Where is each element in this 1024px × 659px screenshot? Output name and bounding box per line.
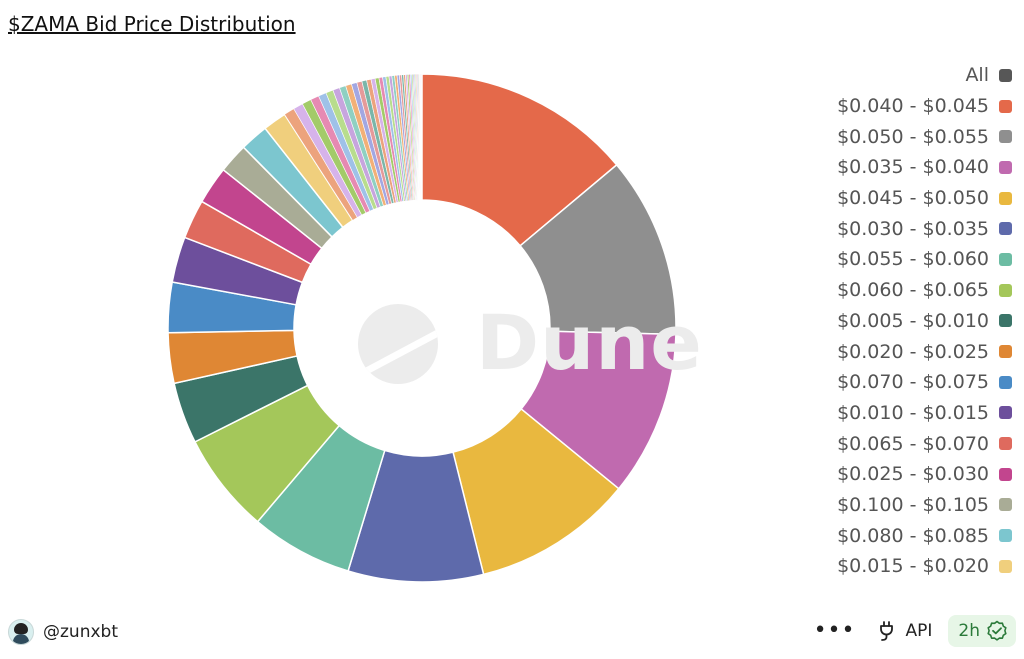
legend-swatch xyxy=(999,345,1012,359)
legend-item[interactable]: $0.065 - $0.070 xyxy=(772,428,1012,459)
legend-swatch xyxy=(999,68,1012,82)
api-label: API xyxy=(905,621,933,641)
legend-item[interactable]: $0.005 - $0.010 xyxy=(772,306,1012,337)
legend-label: $0.055 - $0.060 xyxy=(837,248,989,271)
api-button[interactable]: API xyxy=(878,620,933,642)
legend-item[interactable]: All xyxy=(772,60,1012,91)
legend-item[interactable]: $0.055 - $0.060 xyxy=(772,244,1012,275)
legend-swatch xyxy=(999,99,1012,113)
legend-swatch xyxy=(999,160,1012,174)
api-plug-icon xyxy=(879,621,893,641)
legend-label: All xyxy=(965,64,989,87)
refresh-status-badge[interactable]: 2h xyxy=(948,615,1016,647)
legend-label: $0.080 - $0.085 xyxy=(837,524,989,547)
legend-label: $0.070 - $0.075 xyxy=(837,371,989,394)
legend-item[interactable]: $0.015 - $0.020 xyxy=(772,551,1012,582)
legend-swatch xyxy=(999,467,1012,481)
legend-item[interactable]: $0.050 - $0.055 xyxy=(772,121,1012,152)
legend-item[interactable]: $0.045 - $0.050 xyxy=(772,183,1012,214)
legend-swatch xyxy=(999,559,1012,573)
legend-swatch xyxy=(999,529,1012,543)
legend-item[interactable]: $0.060 - $0.065 xyxy=(772,275,1012,306)
footer-actions: ••• API 2h xyxy=(814,614,1016,648)
legend-item[interactable]: $0.100 - $0.105 xyxy=(772,490,1012,521)
legend-label: $0.045 - $0.050 xyxy=(837,187,989,210)
legend-swatch xyxy=(999,130,1012,144)
legend-swatch xyxy=(999,283,1012,297)
chart-legend: All $0.040 - $0.045 $0.050 - $0.055 $0.035 … xyxy=(772,60,1012,582)
legend-swatch xyxy=(999,252,1012,266)
legend-label: $0.040 - $0.045 xyxy=(837,95,989,118)
legend-item[interactable]: $0.010 - $0.015 xyxy=(772,398,1012,429)
avatar[interactable] xyxy=(8,619,34,645)
legend-label: $0.050 - $0.055 xyxy=(837,125,989,148)
legend-item[interactable]: $0.070 - $0.075 xyxy=(772,367,1012,398)
legend-swatch xyxy=(999,406,1012,420)
legend-item[interactable]: $0.025 - $0.030 xyxy=(772,459,1012,490)
chart-title[interactable]: $ZAMA Bid Price Distribution xyxy=(8,12,296,36)
legend-label: $0.025 - $0.030 xyxy=(837,463,989,486)
legend-item[interactable]: $0.020 - $0.025 xyxy=(772,336,1012,367)
legend-label: $0.030 - $0.035 xyxy=(837,217,989,240)
legend-label: $0.020 - $0.025 xyxy=(837,340,989,363)
legend-item[interactable]: $0.040 - $0.045 xyxy=(772,91,1012,122)
legend-item[interactable]: $0.030 - $0.035 xyxy=(772,213,1012,244)
legend-swatch xyxy=(999,222,1012,236)
legend-item[interactable]: $0.080 - $0.085 xyxy=(772,520,1012,551)
refresh-time: 2h xyxy=(958,621,980,641)
legend-item[interactable]: $0.035 - $0.040 xyxy=(772,152,1012,183)
check-badge-icon xyxy=(987,620,1007,641)
author-info: @zunxbt xyxy=(8,619,118,645)
legend-label: $0.005 - $0.010 xyxy=(837,309,989,332)
username[interactable]: @zunxbt xyxy=(43,622,118,642)
legend-label: $0.100 - $0.105 xyxy=(837,493,989,516)
legend-label: $0.010 - $0.015 xyxy=(837,401,989,424)
legend-label: $0.035 - $0.040 xyxy=(837,156,989,179)
more-options-button[interactable]: ••• xyxy=(813,618,856,643)
legend-swatch xyxy=(999,375,1012,389)
pie-slice-small[interactable] xyxy=(421,73,423,201)
legend-label: $0.060 - $0.065 xyxy=(837,279,989,302)
legend-swatch xyxy=(999,314,1012,328)
legend-swatch xyxy=(999,437,1012,451)
pie-slice[interactable]: $0.040 - $0.045 xyxy=(421,73,618,247)
legend-swatch xyxy=(999,498,1012,512)
legend-label: $0.015 - $0.020 xyxy=(837,555,989,578)
legend-swatch xyxy=(999,191,1012,205)
legend-label: $0.065 - $0.070 xyxy=(837,432,989,455)
